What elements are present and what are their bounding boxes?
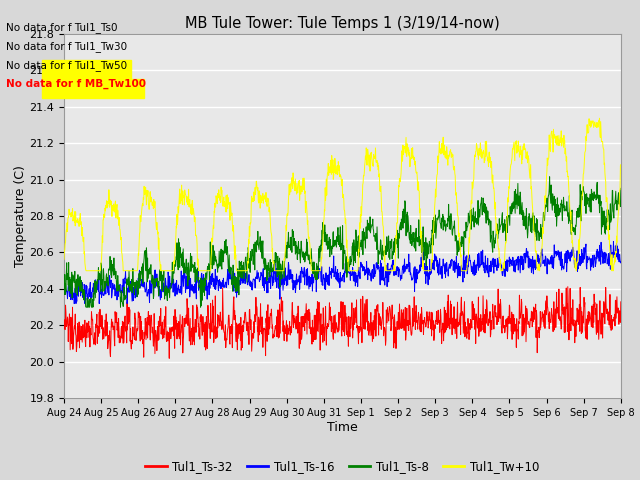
Legend: Tul1_Ts-32, Tul1_Ts-16, Tul1_Ts-8, Tul1_Tw+10: Tul1_Ts-32, Tul1_Ts-16, Tul1_Ts-8, Tul1_… [141, 456, 544, 478]
Text: No data for f MB_Tw100: No data for f MB_Tw100 [6, 79, 147, 89]
X-axis label: Time: Time [327, 421, 358, 434]
Text: No data for f Tul1_Tw30: No data for f Tul1_Tw30 [6, 41, 127, 52]
Y-axis label: Temperature (C): Temperature (C) [13, 165, 27, 267]
Text: No data for f Tul1_Ts0: No data for f Tul1_Ts0 [6, 22, 118, 33]
Title: MB Tule Tower: Tule Temps 1 (3/19/14-now): MB Tule Tower: Tule Temps 1 (3/19/14-now… [185, 16, 500, 31]
Text: No data for f Tul1_Tw50: No data for f Tul1_Tw50 [6, 60, 127, 71]
